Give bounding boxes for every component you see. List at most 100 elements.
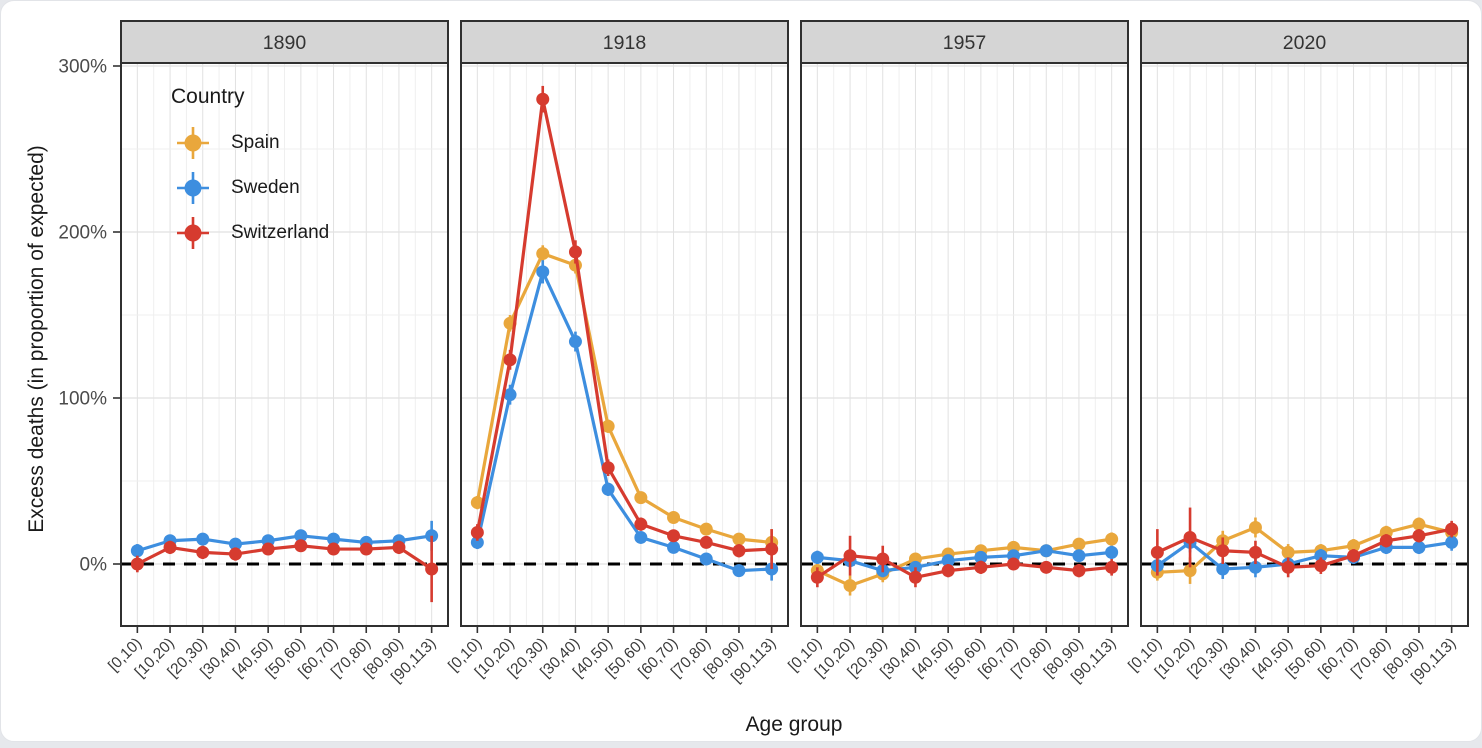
data-point	[1105, 560, 1119, 574]
series-sweden-1957	[810, 544, 1119, 578]
data-point	[392, 540, 406, 554]
facet-header	[800, 20, 1129, 64]
data-point	[1281, 545, 1295, 559]
data-point	[228, 547, 242, 561]
legend-entry-label: Sweden	[231, 177, 300, 198]
facet-header-label: 1957	[943, 32, 986, 54]
facet-header	[460, 20, 789, 64]
data-point	[1445, 522, 1459, 536]
series-line	[475, 97, 772, 553]
series-line	[816, 537, 1112, 588]
data-point	[699, 552, 713, 566]
series-switzerland-1890	[130, 535, 439, 603]
series-line	[475, 270, 772, 573]
data-point	[536, 247, 550, 261]
series-line	[475, 251, 772, 545]
series-line	[1156, 540, 1452, 571]
x-axis-title: Age group	[745, 713, 843, 736]
series-switzerland-2020	[1150, 507, 1459, 578]
facet-panel-1918: 1918[0,10)[10,20)[20,30)[30,40)[40,50)[5…	[445, 20, 789, 686]
data-point	[1150, 545, 1164, 559]
data-point	[1379, 534, 1393, 548]
legend-entries: Spain Sweden Switzerland	[171, 121, 329, 255]
data-point	[876, 552, 890, 566]
facet-header-label: 2020	[1283, 32, 1327, 54]
data-point	[667, 511, 681, 525]
data-point	[1039, 560, 1053, 574]
data-point	[667, 540, 681, 554]
data-point	[634, 530, 648, 544]
data-point	[1183, 564, 1197, 578]
data-point	[568, 335, 582, 349]
data-point	[536, 92, 550, 106]
legend-pointrange-glyph	[177, 127, 209, 159]
data-point	[1216, 562, 1230, 576]
data-point	[536, 265, 550, 279]
data-point	[163, 540, 177, 554]
data-point	[130, 557, 144, 571]
data-point	[1248, 545, 1262, 559]
data-point	[732, 544, 746, 558]
y-tick-label: 100%	[58, 389, 107, 410]
data-point	[261, 542, 275, 556]
data-point	[1445, 535, 1459, 549]
data-point	[1248, 520, 1262, 534]
panel-data-layer	[461, 85, 788, 581]
legend-pointrange-glyph	[177, 217, 209, 249]
data-point	[974, 560, 988, 574]
facet-header	[1140, 20, 1469, 64]
data-point	[1072, 549, 1086, 563]
data-point	[196, 532, 210, 546]
data-point	[503, 353, 517, 367]
data-point	[667, 529, 681, 543]
y-tick-label: 300%	[58, 57, 107, 78]
data-point	[359, 542, 373, 556]
data-point	[1183, 530, 1197, 544]
data-point	[130, 544, 144, 558]
data-point	[843, 579, 857, 593]
data-point	[503, 388, 517, 402]
data-point	[327, 542, 341, 556]
data-point	[1314, 549, 1328, 563]
data-point	[1412, 540, 1426, 554]
data-point	[228, 537, 242, 551]
facet-header	[120, 20, 449, 64]
data-point	[1314, 559, 1328, 573]
data-point	[1039, 544, 1053, 558]
legend-title: Country	[171, 85, 245, 108]
data-point	[601, 419, 615, 433]
data-point	[327, 532, 341, 546]
facet-panel-2020: 2020[0,10)[10,20)[20,30)[30,40)[40,50)[5…	[1125, 20, 1469, 686]
data-point	[1347, 539, 1361, 553]
data-point	[1072, 537, 1086, 551]
series-sweden-1918	[470, 260, 779, 581]
data-point	[294, 529, 308, 543]
data-point	[765, 542, 779, 556]
data-point	[1216, 544, 1230, 558]
panel-data-layer	[1141, 507, 1468, 584]
series-switzerland-1957	[810, 535, 1119, 588]
data-point	[732, 564, 746, 578]
data-point	[699, 522, 713, 536]
facet-header-label: 1918	[603, 32, 646, 54]
data-point	[843, 549, 857, 563]
y-tick-label: 200%	[58, 223, 107, 244]
series-line	[816, 554, 1112, 579]
legend: Country Spain Sweden Switzerland	[171, 85, 329, 255]
data-point	[470, 535, 484, 549]
data-point	[196, 545, 210, 559]
series-line	[136, 544, 433, 571]
data-point	[1105, 532, 1119, 546]
data-point	[1281, 560, 1295, 574]
panel-data-layer	[801, 532, 1128, 596]
data-point	[1007, 557, 1021, 571]
legend-entry-sweden: Sweden	[171, 166, 329, 210]
data-point	[294, 539, 308, 553]
legend-entry-label: Spain	[231, 132, 280, 153]
data-point	[568, 245, 582, 259]
legend-entry-spain: Spain	[171, 121, 329, 165]
data-point	[1412, 517, 1426, 531]
data-point	[732, 532, 746, 546]
